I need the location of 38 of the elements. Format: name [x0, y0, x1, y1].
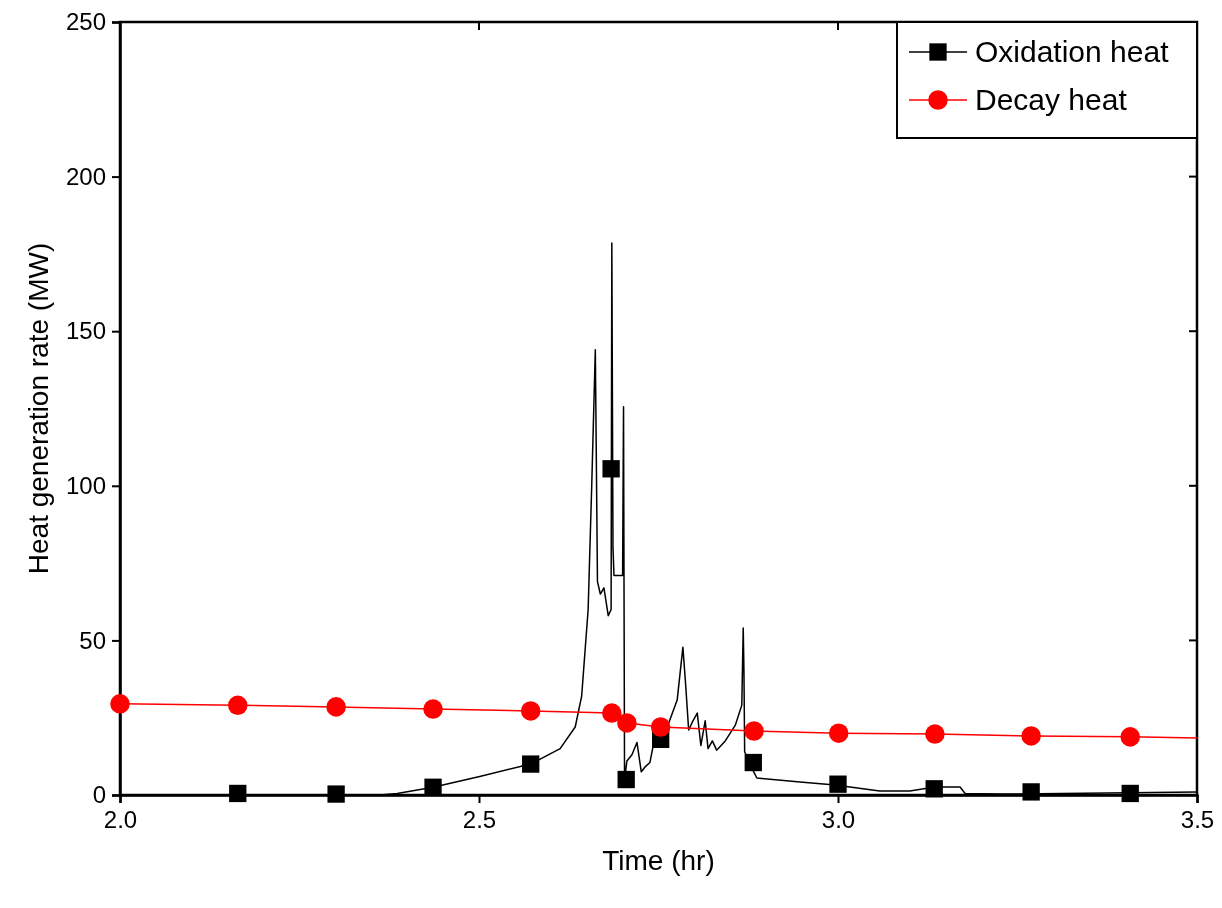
point — [227, 695, 248, 716]
x-tick-label: 3.5 — [1180, 806, 1215, 834]
x-tick-label: 3.0 — [821, 806, 856, 834]
point — [602, 703, 622, 723]
point — [327, 785, 345, 803]
point — [829, 775, 847, 793]
point — [828, 723, 849, 743]
point — [925, 724, 945, 744]
legend-label: Oxidation heat — [975, 35, 1170, 68]
x-tick-label: 2.5 — [462, 806, 497, 834]
point — [617, 770, 635, 789]
x-tick-label: 2.0 — [103, 806, 138, 834]
legend-label: Decay heat — [975, 83, 1128, 116]
y-tick-label: 0 — [92, 781, 106, 809]
y-tick-label: 250 — [65, 8, 106, 36]
point — [744, 721, 764, 741]
x-axis-title: Time (hr) — [602, 845, 715, 876]
point — [110, 694, 130, 714]
point — [1022, 783, 1040, 801]
point — [1021, 726, 1041, 746]
point — [424, 778, 442, 796]
point — [925, 780, 943, 798]
point — [522, 755, 540, 773]
point — [1121, 784, 1139, 803]
point — [229, 784, 247, 803]
point — [1120, 727, 1140, 747]
y-axis-title: Heat generation rate (MW) — [23, 242, 54, 575]
point — [650, 717, 671, 737]
y-tick-label: 150 — [65, 317, 106, 345]
y-tick-label: 50 — [79, 626, 106, 654]
y-tick-label: 200 — [65, 162, 106, 190]
point — [617, 713, 637, 733]
point — [423, 699, 443, 719]
y-tick-label: 100 — [65, 471, 106, 499]
point — [602, 460, 620, 478]
point — [326, 697, 346, 717]
point — [744, 753, 762, 772]
point — [520, 701, 541, 721]
